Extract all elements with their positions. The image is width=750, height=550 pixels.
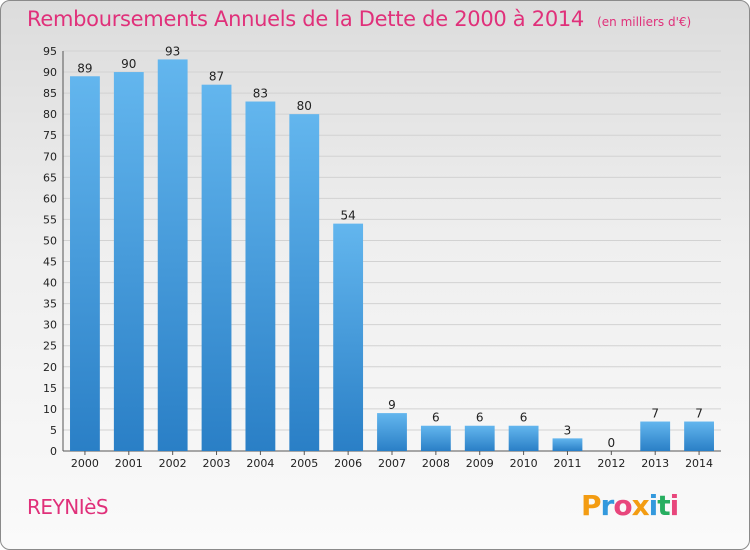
x-tick-label: 2008 [422, 457, 450, 470]
bar [420, 425, 451, 451]
y-tick-label: 40 [43, 277, 57, 290]
bar [333, 223, 364, 451]
bar-value-label: 6 [476, 411, 484, 425]
bar-value-label: 6 [520, 411, 528, 425]
bar-value-label: 80 [297, 99, 312, 113]
x-tick-label: 2011 [553, 457, 581, 470]
y-tick-label: 50 [43, 234, 57, 247]
bar-value-label: 87 [209, 70, 224, 84]
chart-title: Remboursements Annuels de la Dette de 20… [27, 7, 584, 31]
x-tick-label: 2003 [203, 457, 231, 470]
bar [157, 59, 188, 451]
y-tick-label: 65 [43, 171, 57, 184]
x-tick-label: 2013 [641, 457, 669, 470]
bar-value-label: 7 [651, 407, 659, 421]
bar [464, 425, 495, 451]
bar-value-label: 9 [388, 398, 396, 412]
bar-value-label: 7 [695, 407, 703, 421]
title-row: Remboursements Annuels de la Dette de 20… [27, 7, 691, 31]
bar [552, 438, 583, 451]
x-tick-label: 2006 [334, 457, 362, 470]
y-tick-label: 35 [43, 298, 57, 311]
bar [684, 421, 714, 451]
y-tick-label: 45 [43, 256, 57, 269]
bar [640, 421, 671, 451]
bar-value-label: 54 [340, 209, 355, 223]
x-tick-label: 2000 [71, 457, 99, 470]
bar-value-label: 0 [608, 436, 616, 450]
logo-letter: o [613, 489, 632, 522]
bar-value-label: 83 [253, 87, 268, 101]
y-tick-label: 75 [43, 129, 57, 142]
y-tick-label: 60 [43, 192, 57, 205]
proxiti-logo[interactable]: Proxiti [581, 489, 680, 522]
bar-value-label: 89 [77, 61, 92, 75]
bar-value-label: 90 [121, 57, 136, 71]
commune-name: REYNIèS [27, 495, 109, 519]
y-tick-label: 5 [50, 424, 57, 437]
y-tick-label: 20 [43, 361, 57, 374]
y-tick-label: 55 [43, 213, 57, 226]
bar [289, 114, 320, 451]
y-tick-label: 90 [43, 66, 57, 79]
bar [508, 425, 539, 451]
logo-letter: i [648, 489, 659, 522]
x-tick-label: 2009 [466, 457, 494, 470]
y-tick-label: 0 [50, 445, 57, 458]
y-tick-label: 30 [43, 319, 57, 332]
x-tick-label: 2014 [685, 457, 713, 470]
bar-value-label: 6 [432, 411, 440, 425]
x-tick-label: 2007 [378, 457, 406, 470]
y-tick-label: 10 [43, 403, 57, 416]
y-tick-label: 70 [43, 150, 57, 163]
x-tick-label: 2012 [597, 457, 625, 470]
y-tick-label: 95 [43, 45, 57, 58]
bar-value-label: 3 [564, 423, 572, 437]
logo-letter: r [600, 489, 615, 522]
x-tick-label: 2004 [246, 457, 274, 470]
bar [201, 84, 232, 452]
bar [70, 76, 100, 452]
x-tick-label: 2001 [115, 457, 143, 470]
x-tick-label: 2002 [159, 457, 187, 470]
bar [245, 101, 276, 452]
x-tick-label: 2005 [290, 457, 318, 470]
y-tick-label: 80 [43, 108, 57, 121]
chart-subtitle: (en milliers d'€) [597, 15, 692, 29]
y-tick-label: 15 [43, 382, 57, 395]
bar [113, 72, 144, 451]
bar [377, 413, 407, 451]
y-tick-label: 85 [43, 87, 57, 100]
logo-letter: x [631, 489, 650, 522]
bar-value-label: 93 [165, 44, 180, 58]
logo-letter: i [669, 489, 680, 522]
x-tick-label: 2010 [510, 457, 538, 470]
logo-letter: P [581, 489, 602, 522]
y-tick-label: 25 [43, 340, 57, 353]
logo-letter: t [657, 489, 670, 522]
